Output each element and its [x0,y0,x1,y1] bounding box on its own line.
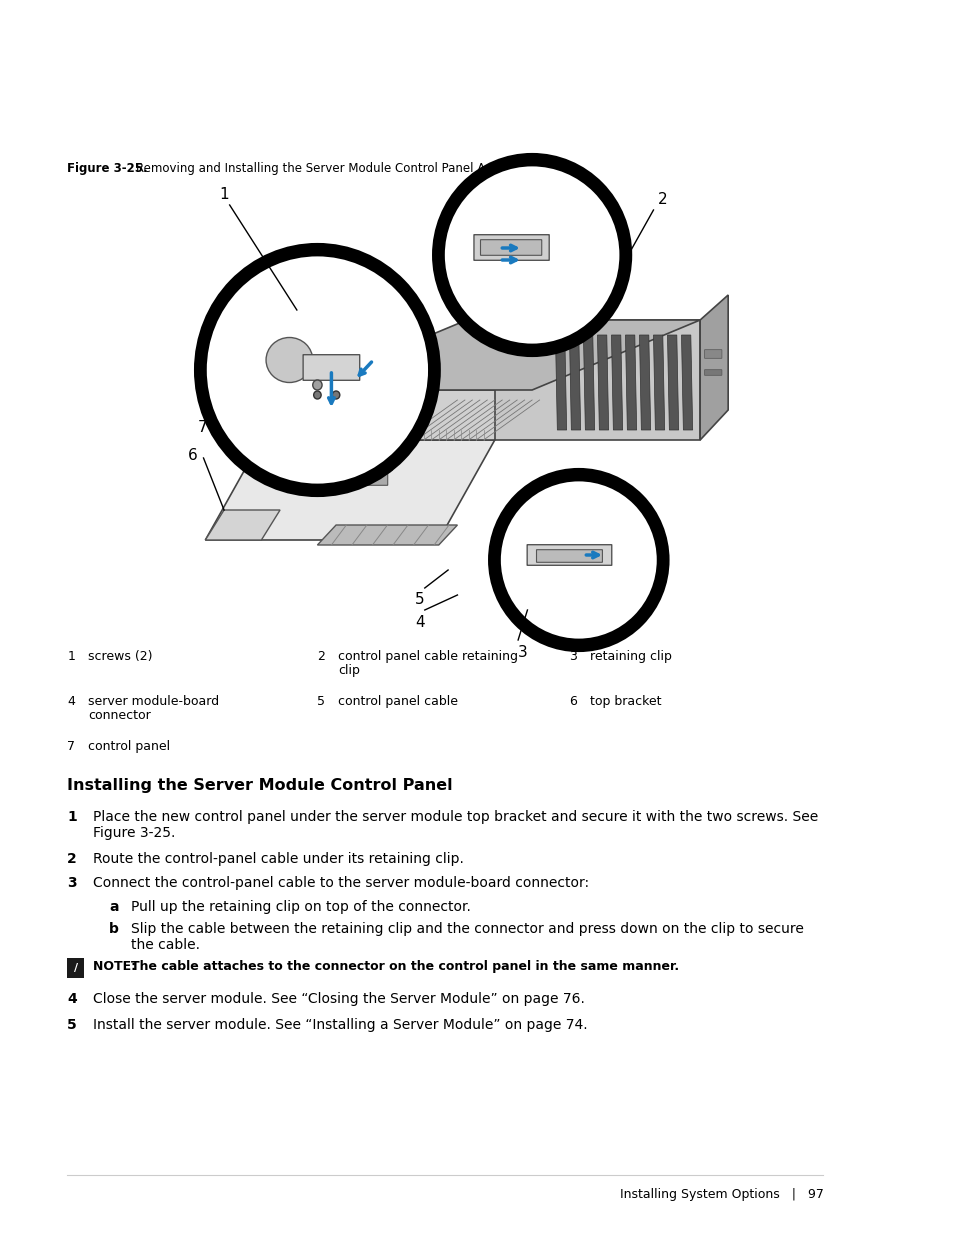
Polygon shape [700,295,727,440]
Text: 2: 2 [317,650,325,663]
Polygon shape [625,335,636,430]
Text: 4: 4 [67,992,77,1007]
Ellipse shape [313,380,322,390]
Text: server module-board: server module-board [88,695,218,708]
Polygon shape [597,335,608,430]
Text: a: a [109,900,118,914]
Polygon shape [680,335,692,430]
Polygon shape [205,510,280,540]
Text: 1: 1 [67,650,75,663]
Text: Pull up the retaining clip on top of the connector.: Pull up the retaining clip on top of the… [131,900,470,914]
Text: 3: 3 [67,876,77,890]
Ellipse shape [434,156,630,354]
Ellipse shape [499,480,658,640]
FancyBboxPatch shape [335,454,392,471]
Text: Removing and Installing the Server Module Control Panel Assembly: Removing and Installing the Server Modul… [121,162,534,175]
Ellipse shape [205,254,429,485]
Ellipse shape [314,391,321,399]
Text: retaining clip: retaining clip [589,650,671,663]
Polygon shape [611,335,622,430]
Polygon shape [653,335,664,430]
Polygon shape [583,335,594,430]
Text: /: / [73,963,77,973]
Text: Connect the control-panel cable to the server module-board connector:: Connect the control-panel cable to the s… [93,876,589,890]
Polygon shape [667,335,678,430]
Text: 4: 4 [67,695,75,708]
Text: Slip the cable between the retaining clip and the connector and press down on th: Slip the cable between the retaining cli… [131,923,802,936]
Text: the cable.: the cable. [131,939,199,952]
Text: control panel cable: control panel cable [337,695,457,708]
Text: 2: 2 [67,852,77,866]
Polygon shape [261,390,532,440]
Ellipse shape [323,458,339,472]
Text: b: b [109,923,119,936]
Ellipse shape [332,391,339,399]
Text: 5: 5 [67,1018,77,1032]
Text: 3: 3 [517,645,527,659]
Ellipse shape [490,471,667,650]
Ellipse shape [443,165,620,345]
Text: 3: 3 [569,650,577,663]
Polygon shape [298,320,700,390]
FancyBboxPatch shape [474,235,549,261]
Text: 7: 7 [67,740,75,753]
FancyBboxPatch shape [363,464,387,485]
Polygon shape [495,320,700,440]
FancyBboxPatch shape [303,354,359,380]
Text: 5: 5 [415,592,424,606]
Ellipse shape [195,245,438,495]
Text: connector: connector [88,709,151,722]
Text: screws (2): screws (2) [88,650,152,663]
Polygon shape [317,525,456,545]
Text: 2: 2 [658,191,667,207]
Polygon shape [555,335,566,430]
Text: 1: 1 [67,810,77,824]
FancyBboxPatch shape [67,958,84,978]
Text: 4: 4 [415,615,424,630]
Text: 5: 5 [317,695,325,708]
FancyBboxPatch shape [704,369,721,375]
Text: 6: 6 [569,695,577,708]
Text: control panel cable retaining: control panel cable retaining [337,650,517,663]
Polygon shape [639,335,650,430]
Text: The cable attaches to the connector on the control panel in the same manner.: The cable attaches to the connector on t… [131,960,679,973]
Text: Route the control-panel cable under its retaining clip.: Route the control-panel cable under its … [93,852,464,866]
Ellipse shape [266,337,313,383]
Text: top bracket: top bracket [589,695,660,708]
Text: NOTE:: NOTE: [93,960,141,973]
Text: Installing the Server Module Control Panel: Installing the Server Module Control Pan… [67,778,453,793]
Ellipse shape [326,485,336,495]
Polygon shape [205,440,495,540]
Text: Installing System Options   |   97: Installing System Options | 97 [618,1188,822,1200]
Text: Close the server module. See “Closing the Server Module” on page 76.: Close the server module. See “Closing th… [93,992,584,1007]
FancyBboxPatch shape [704,350,721,358]
Text: Figure 3-25.: Figure 3-25. [67,162,148,175]
Text: 7: 7 [197,420,207,435]
FancyBboxPatch shape [527,545,611,566]
FancyBboxPatch shape [480,240,541,256]
Text: control panel: control panel [88,740,170,753]
Text: Place the new control panel under the server module top bracket and secure it wi: Place the new control panel under the se… [93,810,818,824]
Text: 6: 6 [188,448,197,463]
Text: Figure 3-25.: Figure 3-25. [93,826,175,840]
Text: Install the server module. See “Installing a Server Module” on page 74.: Install the server module. See “Installi… [93,1018,587,1032]
Text: clip: clip [337,664,359,677]
Polygon shape [569,335,580,430]
Ellipse shape [326,461,335,469]
FancyBboxPatch shape [536,550,601,562]
Text: 1: 1 [219,186,229,203]
